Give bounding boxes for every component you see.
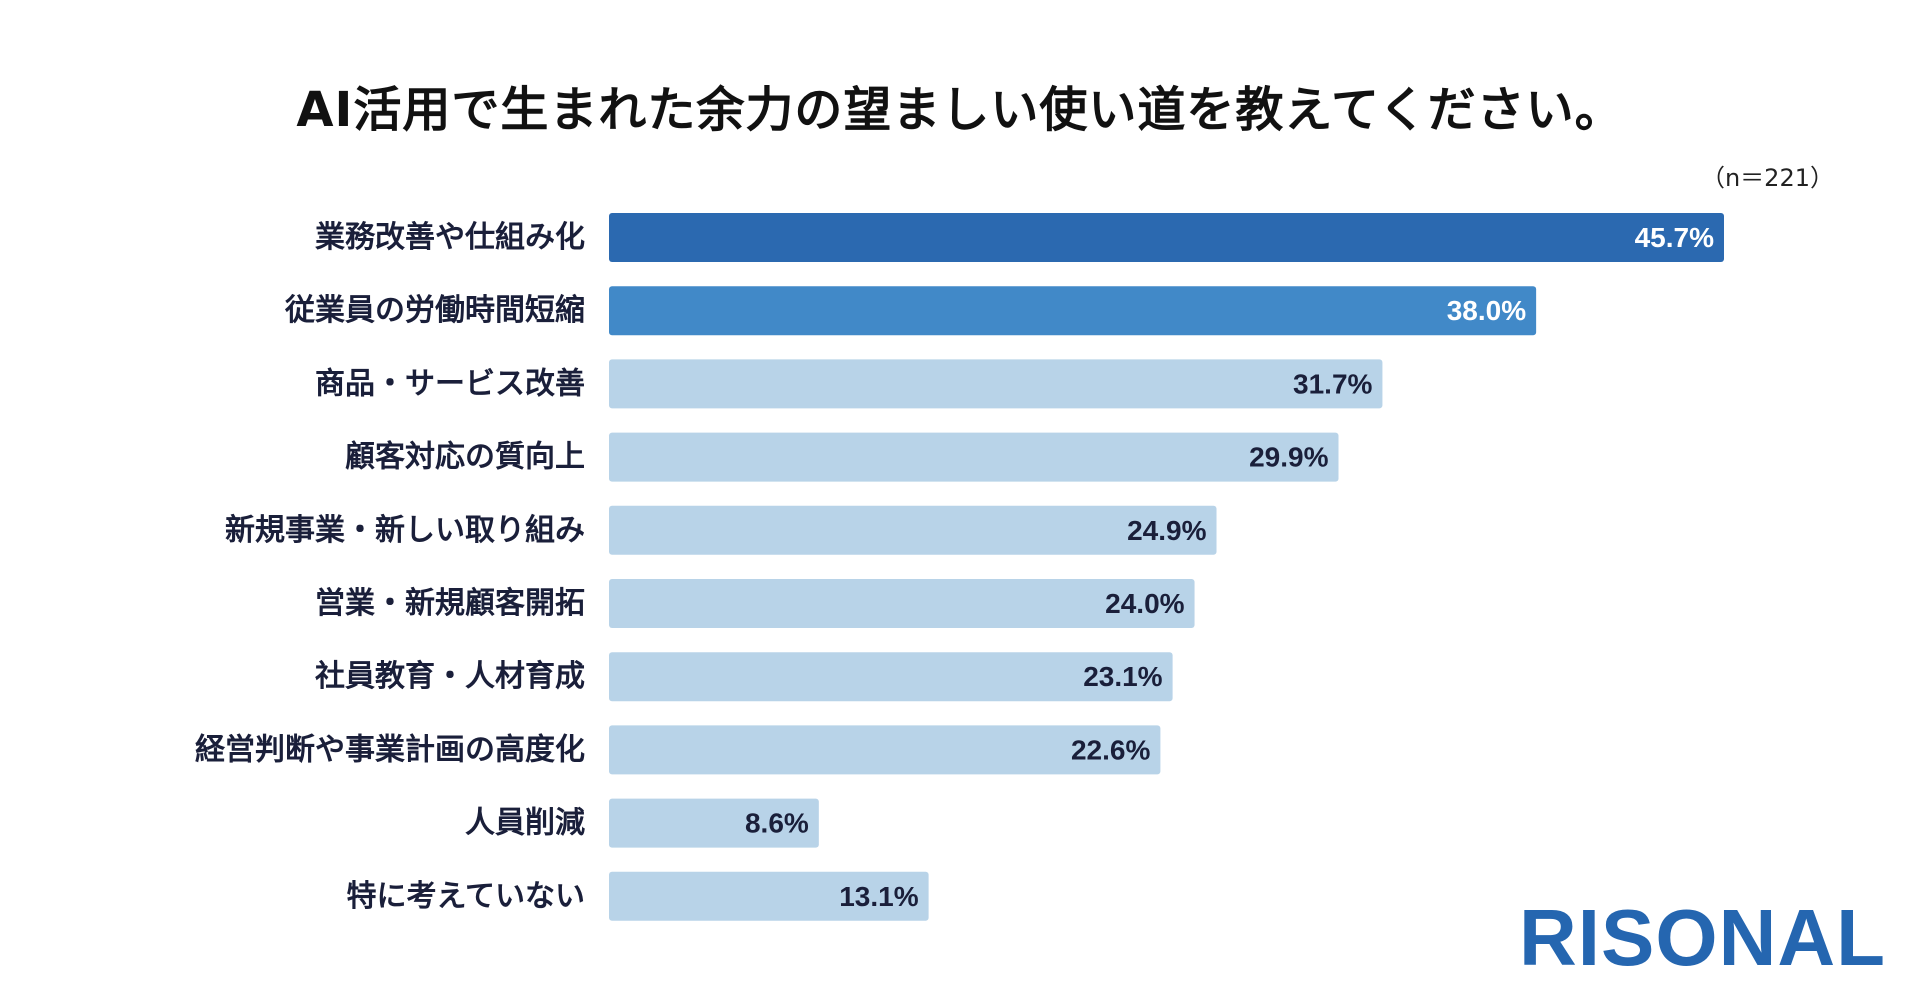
value-label: 23.1% bbox=[1083, 661, 1162, 692]
chart-title: AI活用で生まれた余力の望ましい使い道を教えてください。 bbox=[296, 82, 1624, 138]
category-label: 人員削減 bbox=[465, 806, 585, 841]
category-label: 新規事業・新しい取り組み bbox=[225, 513, 585, 548]
bar bbox=[609, 286, 1537, 336]
value-label: 24.0% bbox=[1105, 588, 1184, 619]
category-label: 特に考えていない bbox=[347, 879, 586, 914]
value-label: 29.9% bbox=[1249, 442, 1328, 473]
bar bbox=[609, 652, 1173, 702]
bar bbox=[609, 579, 1195, 628]
value-label: 45.7% bbox=[1635, 222, 1714, 253]
value-label: 22.6% bbox=[1071, 734, 1150, 765]
value-label: 31.7% bbox=[1293, 368, 1372, 399]
category-label: 従業員の労働時間短縮 bbox=[284, 293, 585, 328]
bar bbox=[609, 359, 1383, 409]
value-label: 8.6% bbox=[745, 808, 809, 839]
category-label: 経営判断や事業計画の高度化 bbox=[195, 732, 585, 767]
value-label: 38.0% bbox=[1447, 295, 1526, 326]
category-label: 商品・サービス改善 bbox=[315, 366, 585, 401]
category-label: 業務改善や仕組み化 bbox=[315, 220, 585, 255]
value-label: 13.1% bbox=[839, 881, 918, 912]
bar bbox=[609, 505, 1217, 555]
category-label: 社員教育・人材育成 bbox=[315, 659, 585, 694]
bar bbox=[609, 213, 1724, 262]
bar bbox=[609, 798, 819, 848]
risonal-logo: RISONAL bbox=[1519, 893, 1886, 982]
bar bbox=[609, 725, 1161, 775]
category-label: 顧客対応の質向上 bbox=[345, 440, 585, 475]
sample-size-note: （n＝221） bbox=[1700, 164, 1834, 192]
bar bbox=[609, 432, 1339, 482]
value-label: 24.9% bbox=[1127, 515, 1206, 546]
bar bbox=[609, 871, 929, 921]
category-label: 営業・新規顧客開拓 bbox=[315, 586, 585, 621]
